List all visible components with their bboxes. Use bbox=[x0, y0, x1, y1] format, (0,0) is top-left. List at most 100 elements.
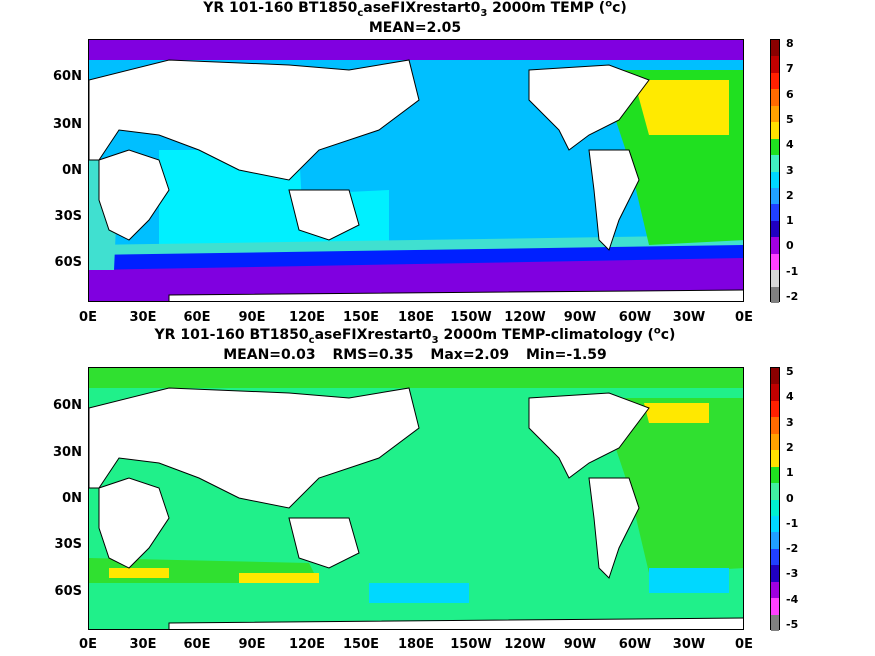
colorbar-label: 8 bbox=[786, 37, 794, 50]
top-map bbox=[88, 39, 744, 302]
top-lon-label: 150W bbox=[450, 310, 492, 325]
bottom-north-america bbox=[528, 392, 650, 479]
top-lon-label: 0E bbox=[79, 310, 97, 325]
bottom-lon-label: 0E bbox=[735, 637, 753, 652]
colorbar-swatch bbox=[771, 466, 779, 484]
colorbar-label: 2 bbox=[786, 440, 794, 454]
top-title: YR 101-160 BT1850caseFIXrestart03 2000m … bbox=[203, 0, 627, 19]
colorbar-swatch bbox=[771, 220, 779, 238]
colorbar-label: 1 bbox=[786, 466, 794, 480]
bottom-south-neg-atl bbox=[649, 568, 729, 593]
bottom-atlantic-warm bbox=[644, 403, 709, 423]
bottom-eurasia bbox=[89, 387, 420, 509]
colorbar-label: 7 bbox=[786, 62, 794, 76]
bottom-africa bbox=[98, 477, 170, 569]
bottom-lon-label: 30E bbox=[129, 637, 157, 652]
colorbar-swatch bbox=[771, 122, 779, 139]
colorbar-swatch bbox=[771, 384, 779, 401]
bottom-colorbar bbox=[770, 367, 780, 631]
colorbar-swatch bbox=[771, 56, 779, 73]
colorbar-swatch bbox=[771, 450, 779, 467]
colorbar-swatch bbox=[771, 237, 779, 254]
colorbar-swatch bbox=[771, 598, 779, 615]
top-lon-label: 90E bbox=[238, 310, 266, 325]
top-mean: MEAN=2.05 bbox=[368, 20, 462, 36]
bottom-south-warm-b bbox=[239, 573, 319, 583]
top-lat-0n: 0N bbox=[62, 163, 82, 178]
colorbar-swatch bbox=[771, 286, 779, 303]
colorbar-swatch bbox=[771, 204, 779, 221]
bottom-max: Max=2.09 bbox=[430, 347, 510, 363]
top-lon-label: 150E bbox=[342, 310, 380, 325]
bottom-stats: MEAN=0.03 RMS=0.35 Max=2.09 Min=-1.59 bbox=[0, 347, 830, 364]
bottom-lat-0n: 0N bbox=[62, 491, 82, 506]
colorbar-swatch bbox=[771, 270, 779, 287]
bottom-mean: MEAN=0.03 bbox=[223, 347, 316, 363]
top-lon-label: 60W bbox=[618, 310, 652, 325]
top-lon-label: 180E bbox=[397, 310, 435, 325]
top-lon-label: 60E bbox=[183, 310, 211, 325]
bottom-lon-label: 60E bbox=[183, 637, 211, 652]
top-stats: MEAN=2.05 bbox=[0, 20, 830, 37]
top-arctic bbox=[89, 40, 743, 60]
top-lon-label: 0E bbox=[735, 310, 753, 325]
bottom-title: YR 101-160 BT1850caseFIXrestart03 2000m … bbox=[154, 325, 676, 346]
colorbar-label: -4 bbox=[786, 592, 799, 606]
bottom-lon-label: 30W bbox=[672, 637, 706, 652]
top-north-america bbox=[528, 64, 650, 151]
bottom-map bbox=[88, 367, 744, 630]
colorbar-swatch bbox=[771, 614, 779, 631]
top-lon-label: 120W bbox=[504, 310, 546, 325]
bottom-lat-30n: 30N bbox=[53, 445, 82, 460]
bottom-south-warm-a bbox=[109, 568, 169, 578]
colorbar-swatch bbox=[771, 368, 779, 385]
top-map-svg bbox=[89, 40, 743, 301]
colorbar-label: 2 bbox=[786, 188, 794, 202]
top-lon-label: 90W bbox=[563, 310, 597, 325]
colorbar-label: -1 bbox=[786, 516, 799, 530]
colorbar-label: 4 bbox=[786, 390, 794, 404]
bottom-south-neg bbox=[369, 583, 469, 603]
bottom-map-svg bbox=[89, 368, 743, 629]
top-colorbar bbox=[770, 39, 780, 303]
bottom-lon-label: 90W bbox=[563, 637, 597, 652]
bottom-lon-label: 60W bbox=[618, 637, 652, 652]
top-lon-label: 30W bbox=[672, 310, 706, 325]
top-eurasia bbox=[89, 59, 420, 181]
colorbar-swatch bbox=[771, 105, 779, 123]
top-australia bbox=[288, 189, 360, 241]
colorbar-swatch bbox=[771, 565, 779, 582]
colorbar-swatch bbox=[771, 515, 779, 533]
colorbar-swatch bbox=[771, 171, 779, 188]
colorbar-label: 4 bbox=[786, 138, 794, 152]
colorbar-swatch bbox=[771, 581, 779, 599]
bottom-lat-60n: 60N bbox=[53, 398, 82, 413]
colorbar-swatch bbox=[771, 155, 779, 172]
bottom-atlantic bbox=[599, 398, 743, 573]
colorbar-swatch bbox=[771, 417, 779, 434]
bottom-lat-60s: 60S bbox=[54, 584, 82, 599]
top-lon-label: 30E bbox=[129, 310, 157, 325]
colorbar-swatch bbox=[771, 483, 779, 500]
colorbar-swatch bbox=[771, 253, 779, 271]
bottom-arctic bbox=[89, 368, 743, 388]
top-south-coldest bbox=[89, 258, 743, 301]
colorbar-label: -2 bbox=[786, 542, 799, 556]
colorbar-swatch bbox=[771, 89, 779, 106]
top-lat-60s: 60S bbox=[54, 255, 82, 270]
top-antarctica bbox=[168, 289, 743, 301]
top-land bbox=[89, 59, 743, 301]
bottom-lon-label: 0E bbox=[79, 637, 97, 652]
colorbar-swatch bbox=[771, 138, 779, 156]
top-atlantic-warm bbox=[634, 80, 729, 135]
colorbar-swatch bbox=[771, 499, 779, 516]
bottom-lon-label: 180E bbox=[397, 637, 435, 652]
colorbar-label: -5 bbox=[786, 618, 799, 631]
colorbar-label: 3 bbox=[786, 415, 794, 429]
bottom-min: Min=-1.59 bbox=[525, 347, 607, 363]
bottom-antarctica bbox=[168, 617, 743, 629]
colorbar-swatch bbox=[771, 400, 779, 418]
bottom-land bbox=[89, 387, 743, 629]
bottom-lon-label: 90E bbox=[238, 637, 266, 652]
top-lat-30n: 30N bbox=[53, 117, 82, 132]
